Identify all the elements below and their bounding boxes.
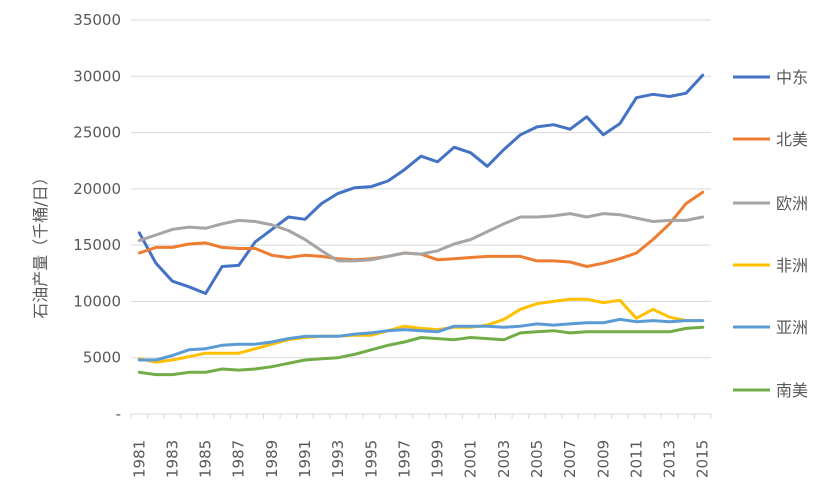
x-tick-label: 1989 (263, 440, 281, 478)
gridlines (131, 19, 711, 359)
series-line-4 (137, 297, 705, 364)
x-tick-label: 2013 (661, 440, 679, 478)
legend-label: 欧洲 (776, 194, 808, 213)
x-tick-label: 1985 (197, 440, 215, 478)
legend-label: 中东 (776, 68, 808, 87)
x-tick-label: 2015 (694, 440, 712, 478)
x-tick-label: 2011 (627, 440, 645, 478)
series-line-5 (137, 317, 705, 362)
legend-label: 南美 (776, 381, 808, 400)
x-tick-label: 1995 (362, 440, 380, 478)
y-tick-label: 30000 (73, 67, 121, 85)
x-tick-label: 1993 (329, 440, 347, 478)
legend-label: 北美 (776, 130, 808, 149)
y-tick-label: 20000 (73, 180, 121, 198)
series-line-6 (137, 325, 705, 377)
legend-label: 亚洲 (776, 318, 808, 337)
x-tick-label: 1983 (163, 440, 181, 478)
x-tick-label: 2003 (495, 440, 513, 478)
y-tick-label: 15000 (73, 236, 121, 254)
x-tick-label: 1981 (130, 440, 148, 478)
x-tick-label: 2005 (528, 440, 546, 478)
x-tick-label: 2001 (462, 440, 480, 478)
y-tick-label: 35000 (73, 11, 121, 29)
series-layer (137, 73, 705, 377)
y-axis-title: 石油产量（千桶/日） (31, 169, 50, 318)
x-tick-label: 1987 (230, 440, 248, 478)
y-tick-label: 10000 (73, 292, 121, 310)
y-axis: - 5000 10000 15000 20000 25000 30000 35000 (73, 11, 121, 423)
x-tick-label: 1991 (296, 440, 314, 478)
y-tick-label: 5000 (83, 349, 121, 367)
y-tick-label: - (116, 405, 121, 423)
x-tick-label: 1999 (429, 440, 447, 478)
x-tick-label: 1997 (395, 440, 413, 478)
x-axis: 1981 1983 1985 1987 1989 1991 1993 1995 1997 1999… (130, 413, 712, 478)
series-line-3 (137, 212, 705, 263)
y-tick-label: 25000 (73, 124, 121, 142)
legend-label: 非洲 (776, 256, 808, 275)
series-line-1 (137, 73, 705, 295)
x-tick-label: 2009 (594, 440, 612, 478)
x-tick-label: 2007 (561, 440, 579, 478)
